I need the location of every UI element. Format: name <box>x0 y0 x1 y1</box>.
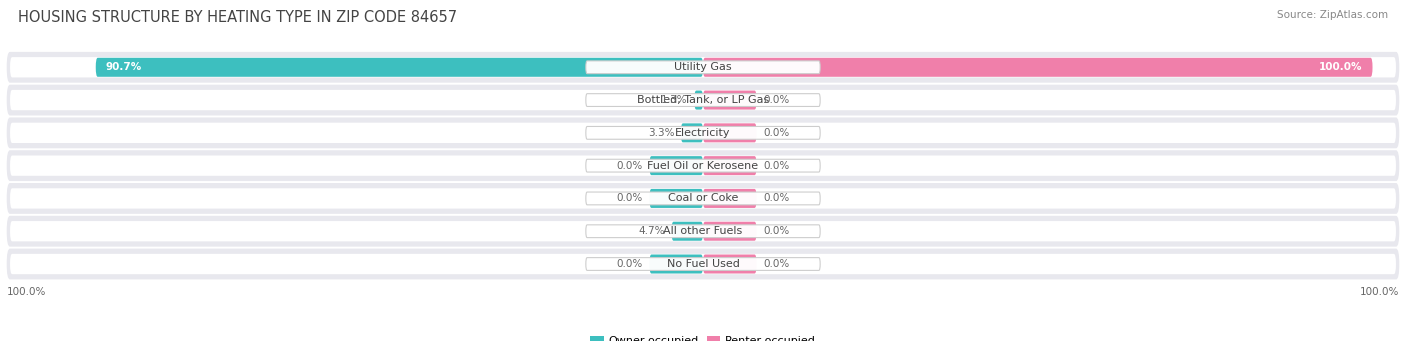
FancyBboxPatch shape <box>7 117 1399 148</box>
FancyBboxPatch shape <box>7 249 1399 279</box>
FancyBboxPatch shape <box>703 156 756 175</box>
FancyBboxPatch shape <box>586 225 820 238</box>
Text: Fuel Oil or Kerosene: Fuel Oil or Kerosene <box>647 161 759 170</box>
Text: 0.0%: 0.0% <box>763 161 790 170</box>
FancyBboxPatch shape <box>703 254 756 273</box>
FancyBboxPatch shape <box>586 127 820 139</box>
FancyBboxPatch shape <box>10 57 1396 77</box>
FancyBboxPatch shape <box>10 123 1396 143</box>
Text: 90.7%: 90.7% <box>105 62 142 72</box>
Text: 0.0%: 0.0% <box>763 259 790 269</box>
FancyBboxPatch shape <box>10 221 1396 241</box>
Text: 100.0%: 100.0% <box>7 287 46 297</box>
FancyBboxPatch shape <box>7 216 1399 247</box>
FancyBboxPatch shape <box>586 257 820 270</box>
FancyBboxPatch shape <box>586 159 820 172</box>
Text: 0.0%: 0.0% <box>616 259 643 269</box>
FancyBboxPatch shape <box>703 189 756 208</box>
Text: HOUSING STRUCTURE BY HEATING TYPE IN ZIP CODE 84657: HOUSING STRUCTURE BY HEATING TYPE IN ZIP… <box>18 10 457 25</box>
FancyBboxPatch shape <box>7 150 1399 181</box>
FancyBboxPatch shape <box>7 85 1399 116</box>
FancyBboxPatch shape <box>650 156 703 175</box>
FancyBboxPatch shape <box>586 61 820 74</box>
FancyBboxPatch shape <box>650 254 703 273</box>
Text: 0.0%: 0.0% <box>616 193 643 204</box>
Text: No Fuel Used: No Fuel Used <box>666 259 740 269</box>
FancyBboxPatch shape <box>10 188 1396 209</box>
FancyBboxPatch shape <box>10 90 1396 110</box>
Text: 100.0%: 100.0% <box>1360 287 1399 297</box>
Text: 0.0%: 0.0% <box>763 226 790 236</box>
Text: 3.3%: 3.3% <box>648 128 675 138</box>
FancyBboxPatch shape <box>703 58 1372 77</box>
FancyBboxPatch shape <box>586 192 820 205</box>
Text: 0.0%: 0.0% <box>616 161 643 170</box>
Text: 0.0%: 0.0% <box>763 128 790 138</box>
FancyBboxPatch shape <box>586 94 820 106</box>
FancyBboxPatch shape <box>7 183 1399 214</box>
Text: 0.0%: 0.0% <box>763 95 790 105</box>
FancyBboxPatch shape <box>672 222 703 241</box>
Legend: Owner-occupied, Renter-occupied: Owner-occupied, Renter-occupied <box>586 331 820 341</box>
FancyBboxPatch shape <box>10 254 1396 274</box>
Text: 100.0%: 100.0% <box>1319 62 1362 72</box>
FancyBboxPatch shape <box>10 155 1396 176</box>
Text: Coal or Coke: Coal or Coke <box>668 193 738 204</box>
Text: Bottled, Tank, or LP Gas: Bottled, Tank, or LP Gas <box>637 95 769 105</box>
Text: 0.0%: 0.0% <box>763 193 790 204</box>
FancyBboxPatch shape <box>695 91 703 109</box>
FancyBboxPatch shape <box>703 91 756 109</box>
FancyBboxPatch shape <box>703 222 756 241</box>
Text: All other Fuels: All other Fuels <box>664 226 742 236</box>
Text: 4.7%: 4.7% <box>638 226 665 236</box>
Text: Electricity: Electricity <box>675 128 731 138</box>
FancyBboxPatch shape <box>96 58 703 77</box>
FancyBboxPatch shape <box>7 52 1399 83</box>
Text: Source: ZipAtlas.com: Source: ZipAtlas.com <box>1277 10 1388 20</box>
FancyBboxPatch shape <box>650 189 703 208</box>
FancyBboxPatch shape <box>703 123 756 143</box>
Text: 1.3%: 1.3% <box>661 95 688 105</box>
FancyBboxPatch shape <box>681 123 703 143</box>
Text: Utility Gas: Utility Gas <box>675 62 731 72</box>
